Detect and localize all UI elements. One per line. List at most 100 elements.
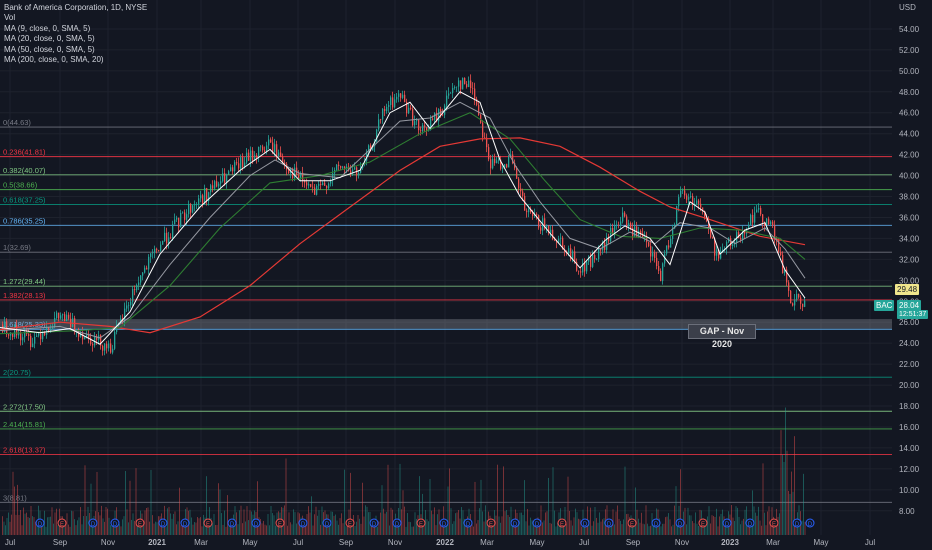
fib-label: 2(20.75) <box>3 368 31 377</box>
volume-bar <box>365 505 366 535</box>
candle-body <box>398 93 400 97</box>
candle-body <box>490 159 492 169</box>
candle-body <box>206 187 208 201</box>
candle-body <box>804 300 806 307</box>
volume-bar <box>74 519 75 535</box>
fibonacci-levels: 0(44.63) 0.236(41.81) 0.382(40.07) 0.5(38.6… <box>0 118 892 503</box>
volume-bar <box>618 518 620 535</box>
volume-bar <box>5 525 6 535</box>
legend-title: Bank of America Corporation, 1D, NYSE <box>4 3 148 12</box>
candle-body <box>266 145 268 152</box>
candle-body <box>424 125 426 128</box>
candle-body <box>372 146 374 151</box>
volume-bar <box>332 511 333 535</box>
candle-body <box>578 270 580 272</box>
volume-bar <box>599 512 600 535</box>
candle-body <box>146 267 148 270</box>
candle-body <box>152 252 154 254</box>
candle-body <box>770 221 772 225</box>
volume-bar <box>504 511 506 535</box>
volume-bar <box>296 523 297 535</box>
candle-body <box>650 246 652 257</box>
y-tick-label: 24.00 <box>899 339 920 348</box>
volume-bar <box>650 525 651 535</box>
fib-label: 0.382(40.07) <box>3 166 46 175</box>
volume-bar <box>240 505 242 535</box>
candle-body <box>316 185 318 195</box>
candle-body <box>8 334 10 336</box>
candle-body <box>120 318 122 324</box>
x-tick-label: Mar <box>194 538 208 547</box>
volume-bar <box>726 526 728 535</box>
volume-bar <box>804 521 806 535</box>
volume-bar <box>671 526 672 535</box>
volume-bar <box>15 514 17 535</box>
volume-bar <box>428 521 429 535</box>
volume-bar <box>32 516 33 535</box>
candle-body <box>698 200 700 204</box>
candle-body <box>294 167 296 179</box>
time-axis[interactable]: Jul Sep Nov 2021 Mar May Jul Sep Nov 2022 Mar May Ju… <box>5 538 875 547</box>
volume-bar <box>110 525 111 535</box>
volume-bar <box>368 512 369 535</box>
volume-bar <box>264 524 266 535</box>
volume-bar <box>297 512 299 535</box>
candle-body <box>672 228 674 239</box>
volume-bar <box>693 523 695 535</box>
y-tick-label: 22.00 <box>899 360 920 369</box>
candle-body <box>378 119 380 130</box>
volume-bar <box>305 523 306 535</box>
candle-body <box>628 222 630 227</box>
volume-bar <box>2 516 3 535</box>
volume-bar <box>218 483 219 535</box>
candle-body <box>442 114 444 116</box>
candle-body <box>414 121 416 126</box>
legend-ma-200: MA (200, close, 0, SMA, 20) <box>4 55 104 65</box>
volume-bar <box>30 505 32 535</box>
dividend-icon <box>322 518 332 528</box>
candle-body <box>324 182 326 186</box>
candle-body <box>530 208 532 213</box>
earnings-icon <box>627 518 637 528</box>
candle-body <box>588 257 590 262</box>
x-tick-label: Jul <box>579 538 589 547</box>
candle-body <box>400 93 402 98</box>
volume-bar <box>749 523 750 535</box>
candle-body <box>68 314 70 319</box>
candle-body <box>278 152 280 157</box>
candle-body <box>108 343 110 349</box>
volume-bar <box>566 523 567 535</box>
candle-body <box>374 141 376 147</box>
volume-bar <box>666 516 668 535</box>
y-tick-label: 52.00 <box>899 46 920 55</box>
volume-bar <box>426 519 428 535</box>
candle-body <box>392 97 394 108</box>
volume-bar <box>288 512 290 535</box>
volume-bar <box>783 461 785 535</box>
candle-body <box>554 239 556 241</box>
candle-body <box>260 146 262 148</box>
candle-body <box>240 157 242 169</box>
candle-body <box>586 261 588 272</box>
dividend-icon <box>158 518 168 528</box>
volume-bar <box>125 471 126 535</box>
candle-body <box>220 181 222 184</box>
volume-bar <box>191 517 192 535</box>
volume-bar <box>767 511 768 535</box>
volume-bar <box>713 516 714 535</box>
candle-body <box>340 166 342 168</box>
candle-body <box>232 167 234 172</box>
volume-bar <box>36 521 38 535</box>
volume-bar <box>3 521 5 535</box>
volume-bar <box>66 513 68 535</box>
volume-bar <box>561 523 563 535</box>
price-axis[interactable]: 8.00 10.00 12.00 14.00 16.00 18.00 20.00 22.00 2… <box>899 25 920 516</box>
y-tick-label: 16.00 <box>899 423 920 432</box>
volume-bar <box>65 523 66 535</box>
candle-body <box>422 125 424 132</box>
volume-bar <box>77 520 78 535</box>
volume-bar <box>236 512 237 535</box>
volume-bar <box>246 506 248 535</box>
candle-body <box>82 332 84 340</box>
